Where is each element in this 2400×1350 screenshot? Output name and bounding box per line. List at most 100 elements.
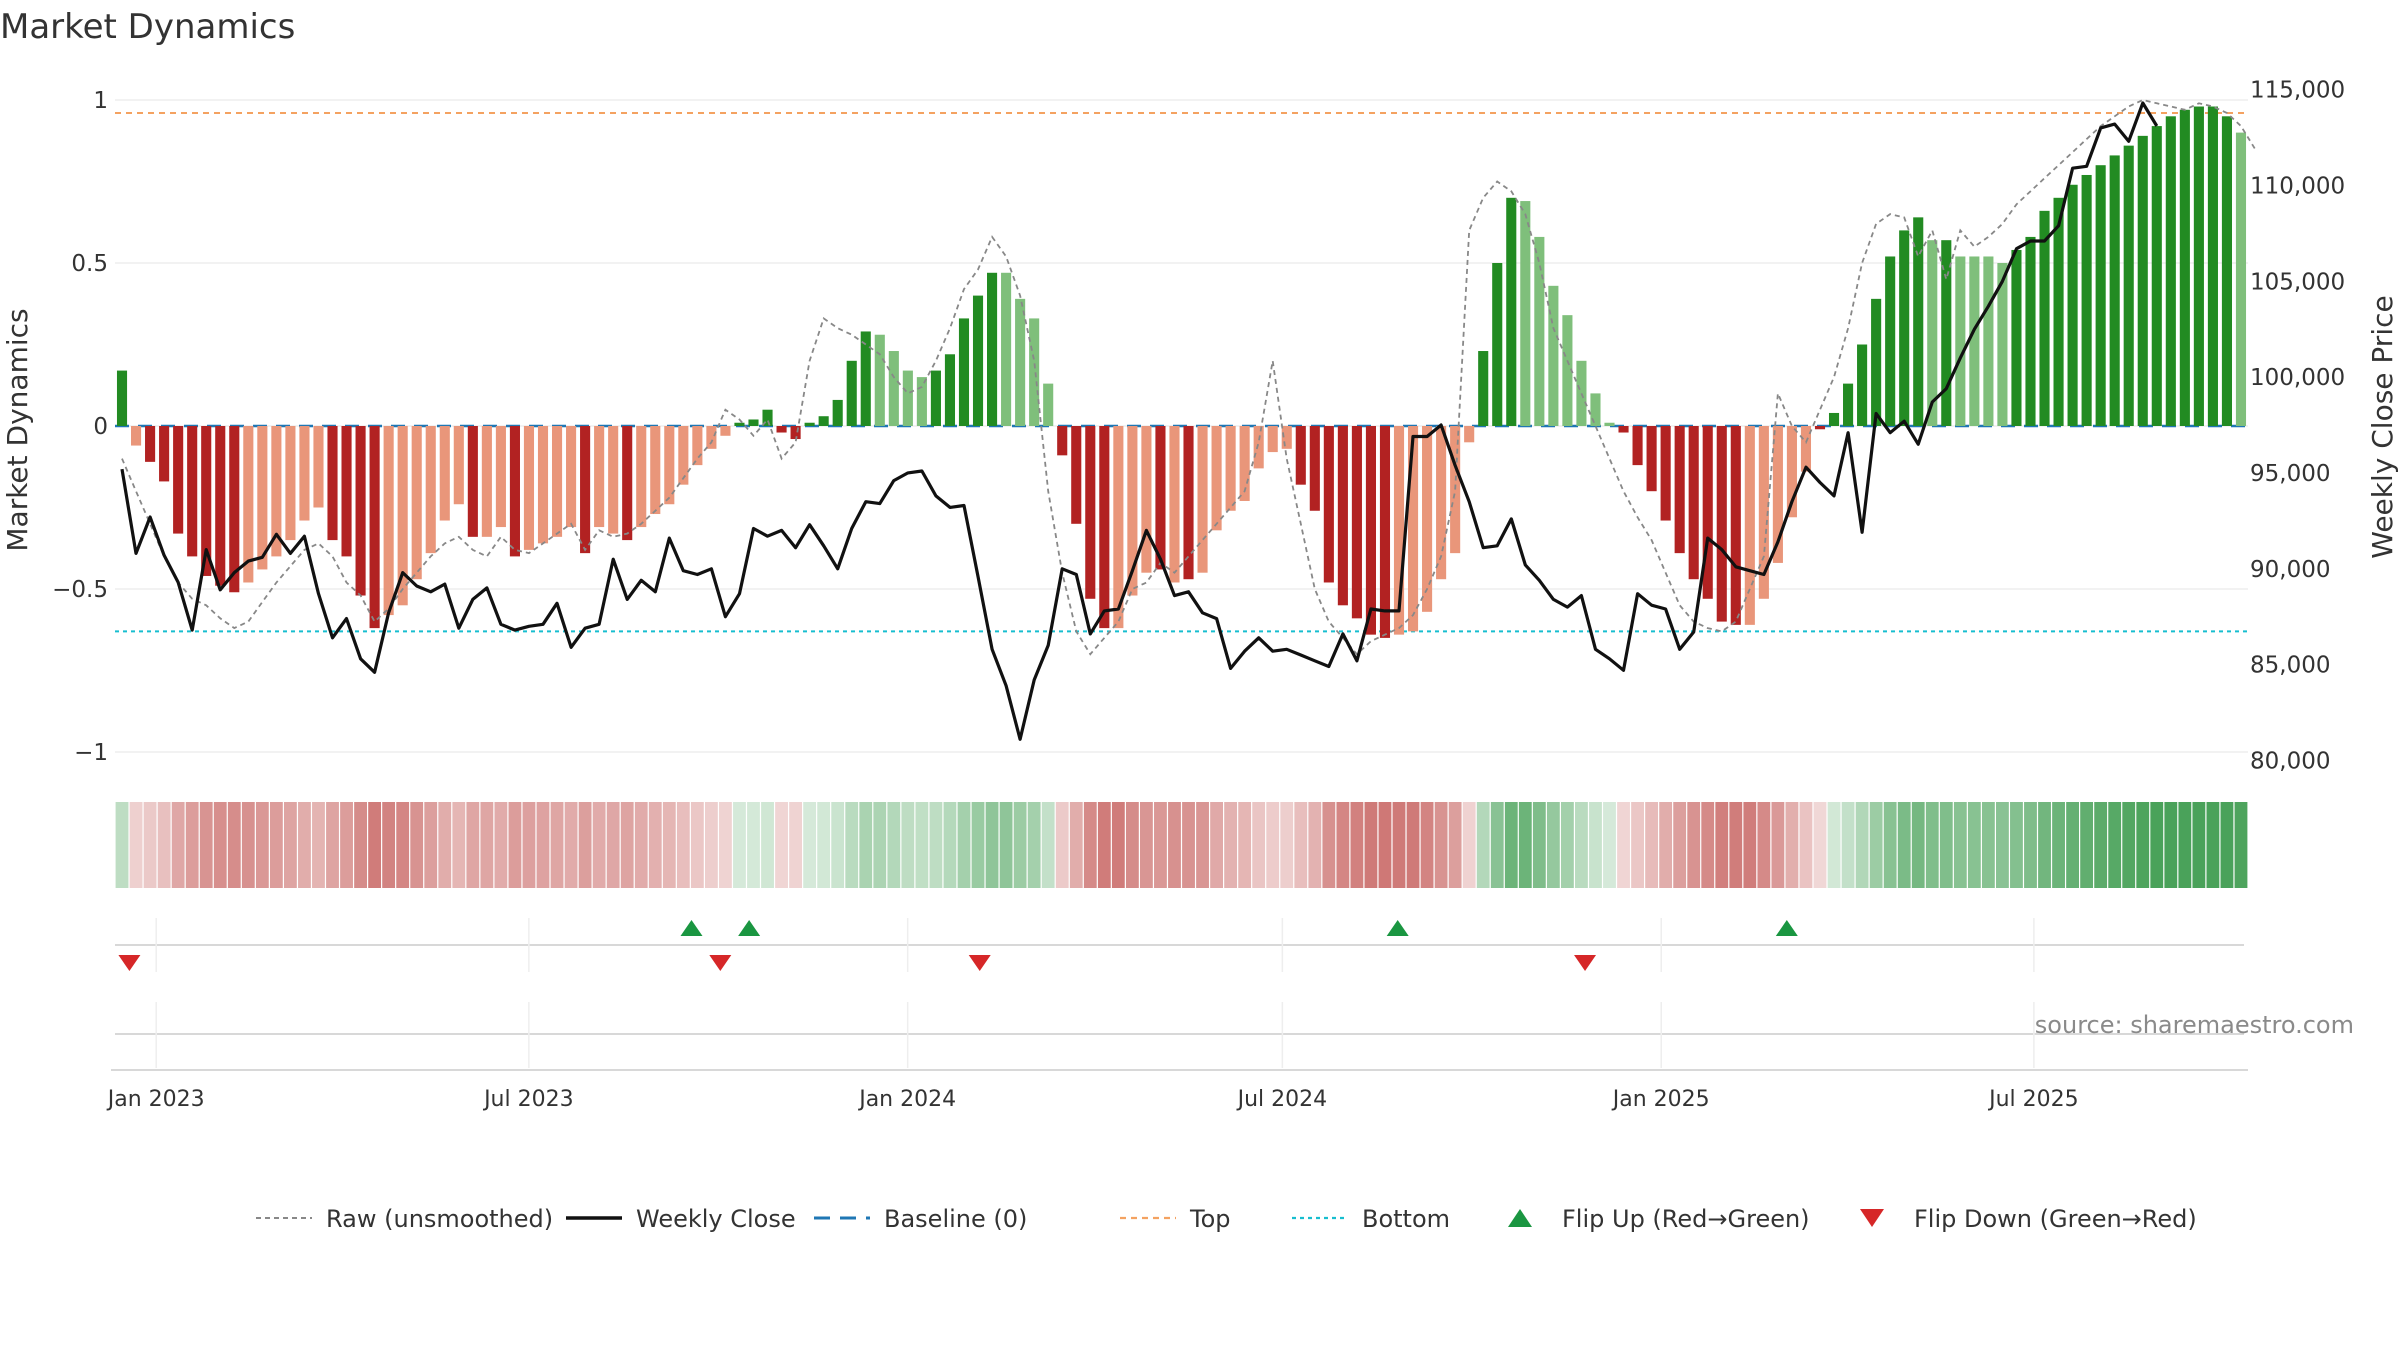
dynamics-bar — [972, 295, 984, 426]
dynamics-bar — [1702, 426, 1713, 599]
dynamics-bar — [2053, 197, 2064, 426]
dynamics-bar — [2165, 116, 2176, 427]
dynamics-bar — [2095, 165, 2106, 426]
regime-cell — [733, 802, 746, 888]
dynamics-bar — [1281, 426, 1292, 449]
dynamics-bar — [1885, 256, 1896, 426]
dynamics-bar — [860, 331, 871, 426]
dynamics-bar — [1857, 344, 1868, 426]
regime-cell — [2136, 802, 2150, 888]
y-tick-label: −1 — [74, 740, 108, 766]
dynamics-bar — [201, 426, 212, 576]
regime-cell — [1308, 802, 1322, 888]
regime-cell — [508, 802, 522, 888]
dynamics-bar — [453, 426, 464, 505]
raw-line — [121, 99, 2256, 656]
dynamics-bar — [987, 272, 998, 426]
regime-cell — [971, 802, 985, 888]
x-tick-label: Jul 2025 — [1987, 1087, 2079, 1112]
regime-cell — [1140, 802, 1153, 888]
flip-down-marker — [1574, 955, 1597, 971]
legend-label: Flip Up (Red→Green) — [1562, 1205, 1810, 1233]
regime-cell — [1911, 802, 1925, 888]
regime-cell — [2234, 802, 2248, 888]
regime-cell — [1280, 802, 1294, 888]
dynamics-bar — [818, 416, 829, 426]
dynamics-bar — [1225, 426, 1236, 511]
regime-cell — [1125, 802, 1139, 888]
dynamics-bar — [888, 351, 899, 426]
regime-cell — [1097, 802, 1111, 888]
regime-cell — [1238, 802, 1252, 888]
regime-cell — [326, 802, 339, 888]
dynamics-bar — [1085, 426, 1096, 599]
regime-cell — [1799, 802, 1813, 888]
regime-cell — [676, 802, 690, 888]
regime-cell — [1771, 802, 1785, 888]
regime-cell — [1701, 802, 1715, 888]
regime-cell — [1504, 802, 1518, 888]
regime-cell — [1182, 802, 1195, 888]
legend-item-flip_down: Flip Down (Green→Red) — [1860, 1205, 2197, 1233]
flip-down-marker — [709, 955, 732, 971]
dynamics-bar — [1913, 217, 1924, 426]
regime-cell — [564, 802, 578, 888]
legend-label: Flip Down (Green→Red) — [1914, 1205, 2197, 1233]
y-tick-label: 0 — [93, 414, 108, 440]
regime-cell — [1631, 802, 1644, 888]
regime-cell — [859, 802, 873, 888]
dynamics-bar — [1155, 426, 1166, 570]
regime-cell — [1434, 802, 1448, 888]
dynamics-bar — [1464, 426, 1475, 443]
regime-cell — [2080, 802, 2094, 888]
regime-cell — [803, 802, 817, 888]
dynamics-bar — [1871, 298, 1882, 426]
regime-cell — [438, 802, 452, 888]
dynamics-bar — [930, 370, 941, 426]
regime-cell — [789, 802, 803, 888]
regime-cell — [1294, 802, 1308, 888]
regime-cell — [115, 802, 129, 888]
regime-cell — [1378, 802, 1392, 888]
dynamics-bar — [748, 419, 759, 426]
regime-cell — [2122, 802, 2136, 888]
regime-cell — [466, 802, 480, 888]
dynamics-bar — [1015, 298, 1026, 426]
dynamics-bar — [425, 426, 436, 554]
regime-cell — [241, 802, 255, 888]
dynamics-bar — [1169, 426, 1180, 583]
regime-cell — [354, 802, 367, 888]
dynamics-bar — [1365, 426, 1376, 635]
dynamics-bar — [1843, 383, 1854, 426]
x-tick-label: Jan 2024 — [857, 1087, 956, 1112]
regime-cell — [592, 802, 606, 888]
dynamics-bar — [215, 426, 226, 586]
regime-cell — [1069, 802, 1083, 888]
dynamics-bar — [523, 426, 535, 550]
dynamics-bar — [2067, 184, 2078, 426]
regime-cell — [1603, 802, 1616, 888]
dynamics-bar — [1183, 426, 1194, 580]
regime-cell — [171, 802, 185, 888]
regime-cell — [620, 802, 634, 888]
regime-cell — [536, 802, 550, 888]
dynamics-bar — [804, 422, 815, 426]
dynamics-bar — [1323, 426, 1334, 583]
regime-cell — [2220, 802, 2234, 888]
dynamics-bar — [355, 426, 366, 596]
dynamics-bar — [1786, 426, 1797, 518]
legend-label: Top — [1189, 1205, 1231, 1233]
regime-cell — [1462, 802, 1476, 888]
dynamics-bar — [608, 426, 619, 534]
regime-cell — [2164, 802, 2178, 888]
dynamics-bar — [1351, 426, 1362, 619]
dynamics-bar — [1800, 426, 1812, 472]
regime-cell — [719, 802, 732, 888]
regime-cell — [2038, 802, 2051, 888]
regime-cell — [1687, 802, 1701, 888]
dynamics-bar — [173, 426, 184, 534]
regime-cell — [1729, 802, 1743, 888]
dynamics-bar — [1393, 426, 1405, 635]
dynamics-bar — [1001, 272, 1012, 426]
dynamics-bar — [1941, 240, 1952, 426]
